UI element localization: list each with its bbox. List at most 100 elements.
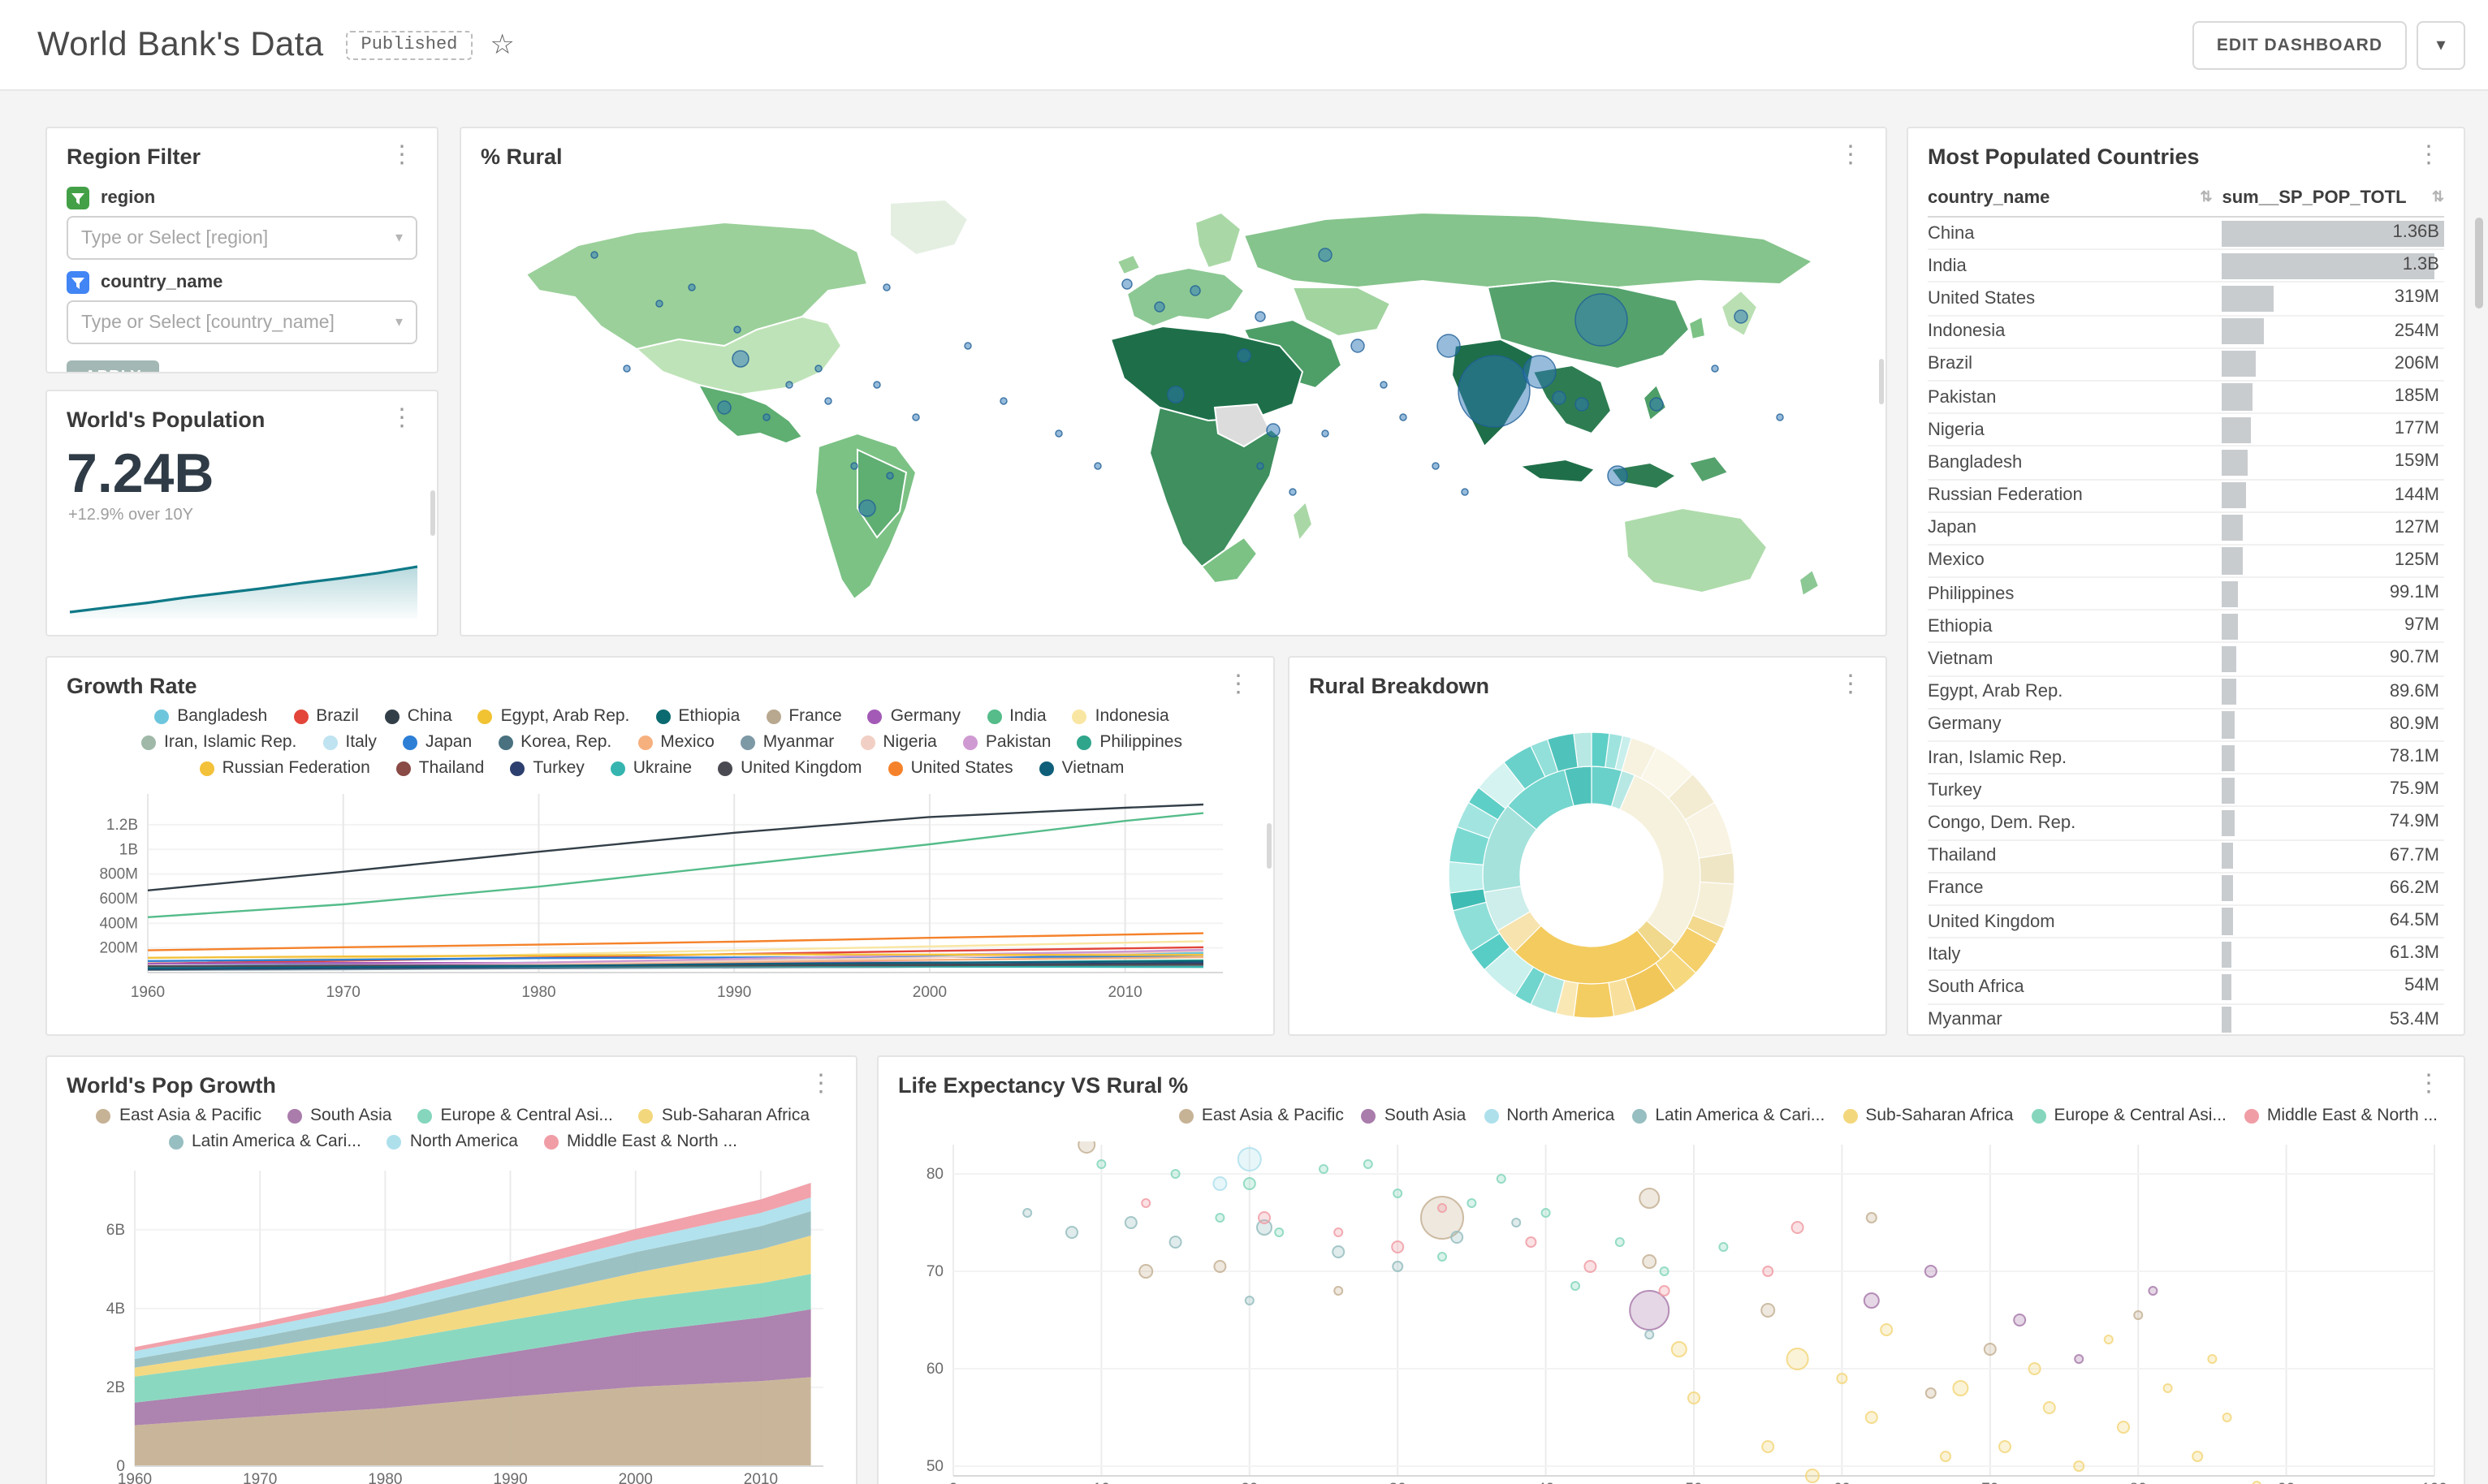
country-cell: Philippines <box>1928 584 2015 604</box>
pop-growth-chart[interactable]: 0 2B 4B 6B 1960 1970 1980 1990 2000 2010 <box>67 1161 840 1484</box>
legend-item[interactable]: China <box>384 705 452 729</box>
table-row[interactable]: India 1.3B <box>1928 250 2444 283</box>
published-badge[interactable]: Published <box>346 30 473 59</box>
column-header-country[interactable]: country_name ⇅ <box>1928 188 2213 207</box>
legend-item[interactable]: Bangladesh <box>154 705 267 729</box>
legend-item[interactable]: Italy <box>322 731 377 755</box>
legend-item[interactable]: North America <box>387 1130 518 1154</box>
table-row[interactable]: United States 319M <box>1928 283 2444 317</box>
legend-item[interactable]: North America <box>1484 1104 1614 1128</box>
legend-item[interactable]: Japan <box>402 731 472 755</box>
table-row[interactable]: Indonesia 254M <box>1928 316 2444 349</box>
legend-item[interactable]: South Asia <box>287 1104 391 1128</box>
legend-item[interactable]: Turkey <box>510 757 585 781</box>
table-row[interactable]: China 1.36B <box>1928 218 2444 251</box>
region-select[interactable]: Type or Select [region] ▾ <box>67 216 417 260</box>
kebab-menu-icon[interactable]: ⋮ <box>809 1070 833 1098</box>
legend-item[interactable]: Myanmar <box>740 731 834 755</box>
legend-item[interactable]: Russian Federation <box>199 757 370 781</box>
table-row[interactable]: Bangladesh 159M <box>1928 447 2444 480</box>
legend-item[interactable]: Middle East & North ... <box>2244 1104 2438 1128</box>
legend-item[interactable]: Egypt, Arab Rep. <box>477 705 629 729</box>
kebab-menu-icon[interactable]: ⋮ <box>2417 141 2441 169</box>
map-bubbles[interactable] <box>590 248 1784 517</box>
resize-handle[interactable] <box>430 490 435 536</box>
header-menu-button[interactable]: ▾ <box>2417 20 2465 69</box>
table-row[interactable]: Mexico 125M <box>1928 546 2444 579</box>
growth-rate-card: Growth Rate ⋮ Bangladesh Brazil China Egypt… <box>45 656 1275 1036</box>
sort-icon[interactable]: ⇅ <box>2431 188 2444 205</box>
legend-item[interactable]: Ukraine <box>610 757 692 781</box>
table-row[interactable]: Pakistan 185M <box>1928 382 2444 415</box>
legend-item[interactable]: South Asia <box>1361 1104 1466 1128</box>
table-row[interactable]: Myanmar 53.4M <box>1928 1004 2444 1034</box>
legend-item[interactable]: Mexico <box>637 731 715 755</box>
legend-item[interactable]: Philippines <box>1077 731 1182 755</box>
table-row[interactable]: United Kingdom 64.5M <box>1928 906 2444 939</box>
legend-item[interactable]: France <box>766 705 842 729</box>
sort-icon[interactable]: ⇅ <box>2200 188 2213 205</box>
legend-item[interactable]: United Kingdom <box>718 757 862 781</box>
legend-label: Middle East & North ... <box>2266 1106 2438 1125</box>
legend-item[interactable]: Latin America & Cari... <box>1632 1104 1825 1128</box>
table-row[interactable]: Brazil 206M <box>1928 349 2444 382</box>
table-row[interactable]: Egypt, Arab Rep. 89.6M <box>1928 676 2444 710</box>
legend-item[interactable]: Middle East & North ... <box>543 1130 737 1154</box>
legend-item[interactable]: Germany <box>867 705 961 729</box>
legend-item[interactable]: United States <box>888 757 1013 781</box>
table-row[interactable]: Nigeria 177M <box>1928 414 2444 447</box>
life-expectancy-chart[interactable]: 0 10 20 30 40 50 60 70 80 90 100 50 60 70 80 <box>898 1141 2447 1484</box>
table-row[interactable]: Thailand 67.7M <box>1928 840 2444 874</box>
legend-item[interactable]: East Asia & Pacific <box>1178 1104 1344 1128</box>
table-row[interactable]: Japan 127M <box>1928 512 2444 546</box>
table-row[interactable]: Congo, Dem. Rep. 74.9M <box>1928 808 2444 841</box>
legend-item[interactable]: Iran, Islamic Rep. <box>141 731 296 755</box>
legend-item[interactable]: East Asia & Pacific <box>96 1104 261 1128</box>
legend-item[interactable]: Ethiopia <box>655 705 740 729</box>
edit-dashboard-button[interactable]: EDIT DASHBOARD <box>2192 20 2407 69</box>
legend-item[interactable]: Nigeria <box>860 731 937 755</box>
resize-handle[interactable] <box>1267 823 1272 869</box>
table-row[interactable]: France 66.2M <box>1928 874 2444 906</box>
growth-chart[interactable]: 200M 400M 600M 800M 1B 1.2B 1960 1970 1980 1990 20… <box>67 784 1257 1012</box>
table-row[interactable]: Italy 61.3M <box>1928 938 2444 972</box>
kebab-menu-icon[interactable]: ⋮ <box>390 141 414 169</box>
legend-item[interactable]: Europe & Central Asi... <box>2031 1104 2227 1128</box>
table-row[interactable]: Philippines 99.1M <box>1928 578 2444 611</box>
kebab-menu-icon[interactable]: ⋮ <box>390 404 414 432</box>
table-row[interactable]: Iran, Islamic Rep. 78.1M <box>1928 742 2444 775</box>
legend-item[interactable]: Pakistan <box>962 731 1051 755</box>
resize-handle[interactable] <box>1879 359 1884 404</box>
legend-item[interactable]: Korea, Rep. <box>498 731 611 755</box>
legend-item[interactable]: Sub-Saharan Africa <box>638 1104 810 1128</box>
legend-label: United Kingdom <box>741 758 862 778</box>
country-select[interactable]: Type or Select [country_name] ▾ <box>67 300 417 344</box>
table-row[interactable]: Ethiopia 97M <box>1928 611 2444 644</box>
legend-item[interactable]: Europe & Central Asi... <box>417 1104 613 1128</box>
kebab-menu-icon[interactable]: ⋮ <box>1838 671 1863 698</box>
star-icon[interactable]: ☆ <box>490 28 515 59</box>
population-sparkline[interactable] <box>67 547 421 622</box>
legend-item[interactable]: Indonesia <box>1072 705 1169 729</box>
legend-item[interactable]: Latin America & Cari... <box>168 1130 361 1154</box>
kebab-menu-icon[interactable]: ⋮ <box>1226 671 1250 698</box>
table-row[interactable]: South Africa 54M <box>1928 972 2444 1004</box>
card-title: World's Pop Growth <box>67 1073 276 1098</box>
legend-item[interactable]: Brazil <box>293 705 359 729</box>
legend-item[interactable]: Sub-Saharan Africa <box>1842 1104 2013 1128</box>
world-map[interactable] <box>481 190 1869 619</box>
table-row[interactable]: Russian Federation 144M <box>1928 480 2444 513</box>
legend-item[interactable]: India <box>987 705 1047 729</box>
apply-button[interactable]: APPLY <box>67 360 160 372</box>
scrollbar-thumb[interactable] <box>2475 218 2483 308</box>
rural-donut-chart[interactable] <box>1289 703 1887 1028</box>
column-header-population[interactable]: sum__SP_POP_TOTL ⇅ <box>2222 188 2444 207</box>
legend-item[interactable]: Thailand <box>395 757 484 781</box>
table-row[interactable]: Germany 80.9M <box>1928 710 2444 742</box>
kebab-menu-icon[interactable]: ⋮ <box>1838 141 1863 169</box>
legend-item[interactable]: Vietnam <box>1039 757 1124 781</box>
table-row[interactable]: Turkey 75.9M <box>1928 774 2444 808</box>
value-cell: 177M <box>2222 414 2444 445</box>
table-row[interactable]: Vietnam 90.7M <box>1928 644 2444 677</box>
kebab-menu-icon[interactable]: ⋮ <box>2417 1070 2441 1098</box>
